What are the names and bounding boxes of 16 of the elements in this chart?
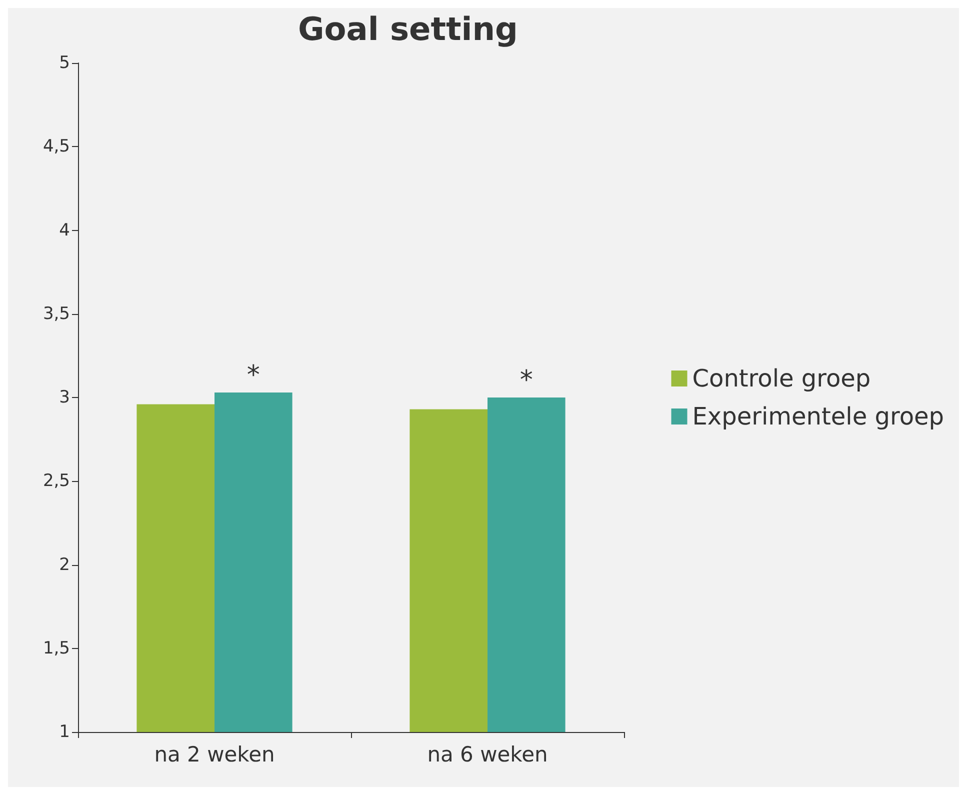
x-tick-label: na 6 weken: [427, 742, 548, 766]
y-tick-label: 4: [59, 220, 70, 240]
y-tick-label: 2: [59, 554, 70, 575]
legend-label: Controle groep: [692, 364, 871, 392]
annotation: *: [520, 366, 533, 396]
legend-label: Experimentele groep: [692, 402, 944, 430]
annotation: *: [246, 360, 260, 390]
y-tick-label: 1,5: [42, 638, 70, 658]
y-tick-label: 3,5: [42, 304, 70, 324]
y-tick-label: 3: [59, 388, 70, 408]
y-tick-label: 5: [59, 53, 70, 73]
x-tick-label: na 2 weken: [154, 742, 275, 766]
chart-title: Goal setting: [298, 10, 518, 48]
y-tick-label: 1: [59, 722, 70, 742]
y-tick-label: 4,5: [42, 136, 70, 157]
y-tick-label: 2,5: [42, 471, 70, 492]
